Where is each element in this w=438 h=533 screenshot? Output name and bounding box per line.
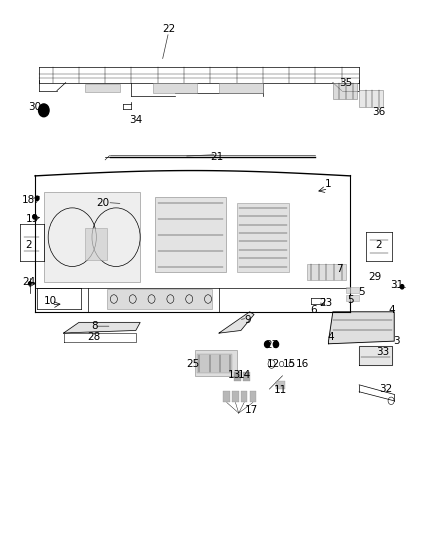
Bar bbox=[153, 83, 197, 93]
Text: 11: 11 bbox=[274, 385, 287, 395]
Bar bbox=[85, 84, 120, 92]
Bar bbox=[237, 203, 289, 272]
Text: 23: 23 bbox=[320, 298, 333, 308]
Text: 34: 34 bbox=[129, 115, 142, 125]
Text: 24: 24 bbox=[22, 278, 35, 287]
Bar bbox=[359, 90, 383, 107]
Bar bbox=[223, 391, 230, 402]
Text: 25: 25 bbox=[186, 359, 199, 368]
Circle shape bbox=[39, 104, 49, 117]
Text: 3: 3 bbox=[393, 336, 400, 346]
Text: 22: 22 bbox=[162, 25, 175, 34]
Circle shape bbox=[265, 341, 270, 348]
Text: 8: 8 bbox=[91, 321, 98, 331]
Text: 6: 6 bbox=[310, 305, 317, 315]
Text: 29: 29 bbox=[368, 272, 381, 282]
Polygon shape bbox=[359, 346, 392, 365]
Text: 4: 4 bbox=[389, 305, 396, 315]
Text: 2: 2 bbox=[375, 240, 382, 250]
Text: 7: 7 bbox=[336, 264, 343, 274]
Text: 4: 4 bbox=[327, 332, 334, 342]
Text: 19: 19 bbox=[26, 214, 39, 223]
Text: 13: 13 bbox=[228, 370, 241, 380]
Text: 20: 20 bbox=[96, 198, 110, 207]
Text: 10: 10 bbox=[44, 296, 57, 306]
Text: 35: 35 bbox=[339, 78, 353, 87]
Bar bbox=[44, 192, 140, 282]
Text: 14: 14 bbox=[238, 370, 251, 380]
Bar bbox=[250, 391, 256, 402]
Text: 30: 30 bbox=[28, 102, 42, 111]
Polygon shape bbox=[64, 322, 140, 333]
Text: 18: 18 bbox=[22, 195, 35, 205]
Circle shape bbox=[273, 341, 279, 348]
Circle shape bbox=[33, 215, 36, 219]
Polygon shape bbox=[328, 312, 394, 344]
Text: 15: 15 bbox=[283, 359, 296, 368]
Text: 5: 5 bbox=[358, 287, 365, 297]
Bar bbox=[243, 372, 250, 381]
Circle shape bbox=[28, 282, 31, 285]
Text: 28: 28 bbox=[88, 332, 101, 342]
Bar bbox=[307, 264, 346, 280]
Circle shape bbox=[400, 285, 404, 289]
Text: 33: 33 bbox=[377, 347, 390, 357]
Bar bbox=[232, 391, 239, 402]
Bar bbox=[197, 354, 232, 373]
Bar bbox=[333, 83, 357, 99]
Bar bbox=[346, 295, 359, 301]
Text: 12: 12 bbox=[267, 359, 280, 368]
Text: 5: 5 bbox=[347, 295, 354, 304]
Bar bbox=[195, 350, 237, 376]
Polygon shape bbox=[219, 312, 254, 333]
Text: 27: 27 bbox=[265, 341, 278, 350]
Text: 2: 2 bbox=[25, 240, 32, 250]
Text: 16: 16 bbox=[296, 359, 309, 368]
Bar bbox=[155, 197, 226, 272]
Text: 31: 31 bbox=[390, 280, 403, 290]
Text: 1: 1 bbox=[325, 179, 332, 189]
Text: 17: 17 bbox=[245, 406, 258, 415]
Bar bbox=[241, 391, 247, 402]
Text: 32: 32 bbox=[379, 384, 392, 394]
Bar bbox=[219, 83, 263, 93]
Text: 36: 36 bbox=[372, 107, 385, 117]
Bar bbox=[85, 228, 107, 260]
Bar bbox=[276, 381, 285, 389]
Text: 21: 21 bbox=[210, 152, 223, 162]
Circle shape bbox=[35, 196, 39, 200]
Text: 9: 9 bbox=[244, 315, 251, 325]
Bar bbox=[346, 287, 359, 293]
Bar bbox=[234, 372, 241, 381]
Bar bbox=[107, 289, 212, 309]
